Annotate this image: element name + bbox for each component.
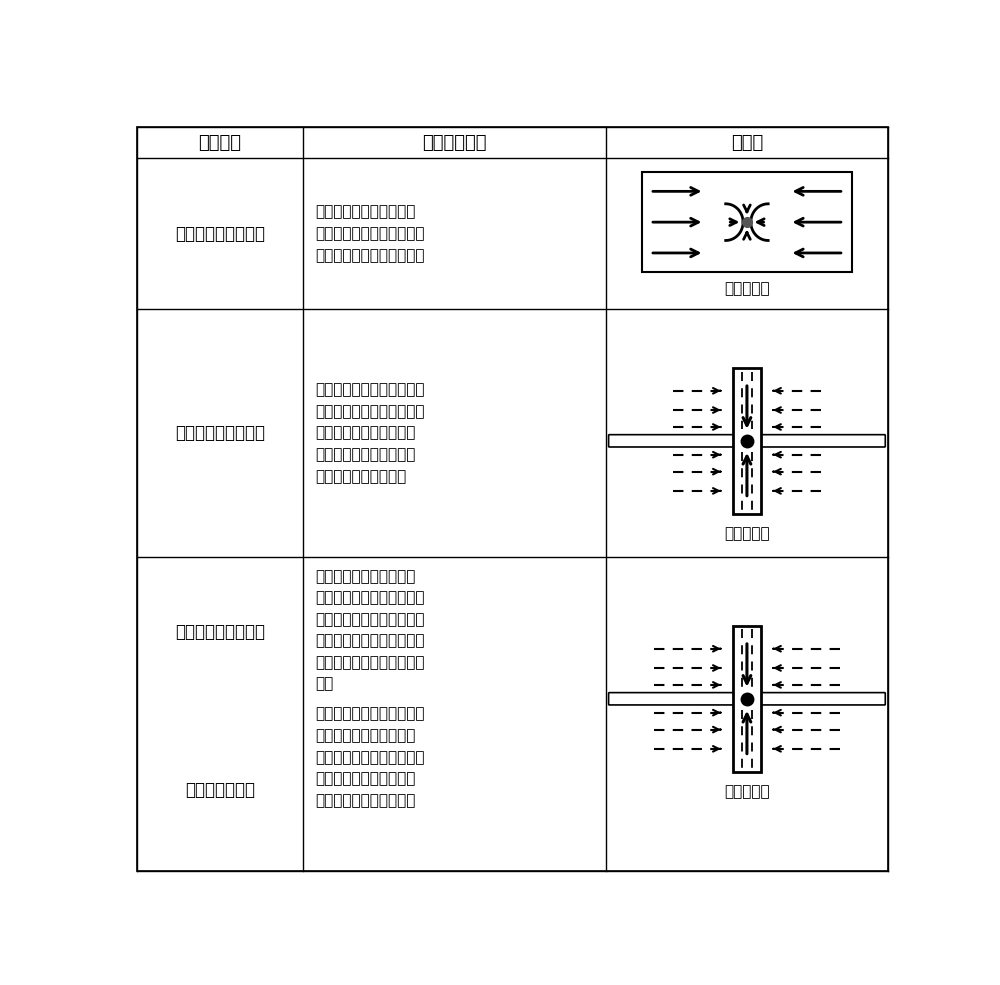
Text: 气相线性流阶段: 气相线性流阶段 (185, 780, 255, 799)
Text: 裂液，压裂液表现出衰竭特: 裂液，压裂液表现出衰竭特 (315, 655, 424, 670)
FancyBboxPatch shape (760, 434, 885, 447)
Text: 水相边界控制流阶段: 水相边界控制流阶段 (175, 624, 265, 641)
Text: 流动阶段: 流动阶段 (198, 134, 241, 152)
Text: 向井筒，该流动阶段的观测: 向井筒，该流动阶段的观测 (315, 227, 424, 241)
Text: 界控制流几乎同时发生，气: 界控制流几乎同时发生，气 (315, 750, 424, 764)
Text: 出，缝内水相饱和度降低、: 出，缝内水相饱和度降低、 (315, 590, 424, 606)
FancyBboxPatch shape (760, 692, 885, 705)
Text: 单相压裂液沿裂缝线性流: 单相压裂液沿裂缝线性流 (315, 205, 415, 220)
Text: 裂缝内大部分压裂液已排: 裂缝内大部分压裂液已排 (315, 569, 415, 584)
Text: （截面图）: （截面图） (724, 282, 770, 296)
Text: 裂液为裂缝内的主要流动: 裂液为裂缝内的主要流动 (315, 426, 415, 440)
Text: 动。由于缝内有限体积的压: 动。由于缝内有限体积的压 (315, 633, 424, 648)
FancyBboxPatch shape (609, 434, 734, 447)
Text: 阶段的第一个流动特征。: 阶段的第一个流动特征。 (315, 793, 415, 808)
Bar (642, 172, 852, 272)
Text: 水相第一线性流阶段: 水相第一线性流阶段 (175, 225, 265, 242)
Text: 基质内气体线性流向裂缝，: 基质内气体线性流向裂缝， (315, 706, 424, 722)
Bar (733, 625, 761, 772)
Text: 该流动阶段与水相第二边: 该流动阶段与水相第二边 (315, 728, 415, 743)
Text: 示意图: 示意图 (731, 134, 763, 152)
Text: 饱和度不断增加，气体和压: 饱和度不断增加，气体和压 (315, 404, 424, 419)
Text: 相线性流为页岩气藏生产: 相线性流为页岩气藏生产 (315, 771, 415, 786)
Text: 相，水相第一边界流被打: 相，水相第一边界流被打 (315, 447, 415, 462)
Text: 产量降低，气相主导裂缝流: 产量降低，气相主导裂缝流 (315, 612, 424, 627)
Text: （俯视图）: （俯视图） (724, 784, 770, 799)
Text: 基质气体流入裂缝后，气相: 基质气体流入裂缝后，气相 (315, 382, 424, 398)
FancyBboxPatch shape (609, 692, 734, 705)
Text: 流动阶段描述: 流动阶段描述 (422, 134, 487, 152)
Text: （俯视图）: （俯视图） (724, 526, 770, 541)
Text: 需基于高频率采集的数据。: 需基于高频率采集的数据。 (315, 248, 424, 263)
Text: 征。: 征。 (315, 677, 333, 691)
Bar (733, 367, 761, 514)
Text: 断，第二线性流出现。: 断，第二线性流出现。 (315, 469, 406, 484)
Text: 水相第二线性流阶段: 水相第二线性流阶段 (175, 425, 265, 442)
